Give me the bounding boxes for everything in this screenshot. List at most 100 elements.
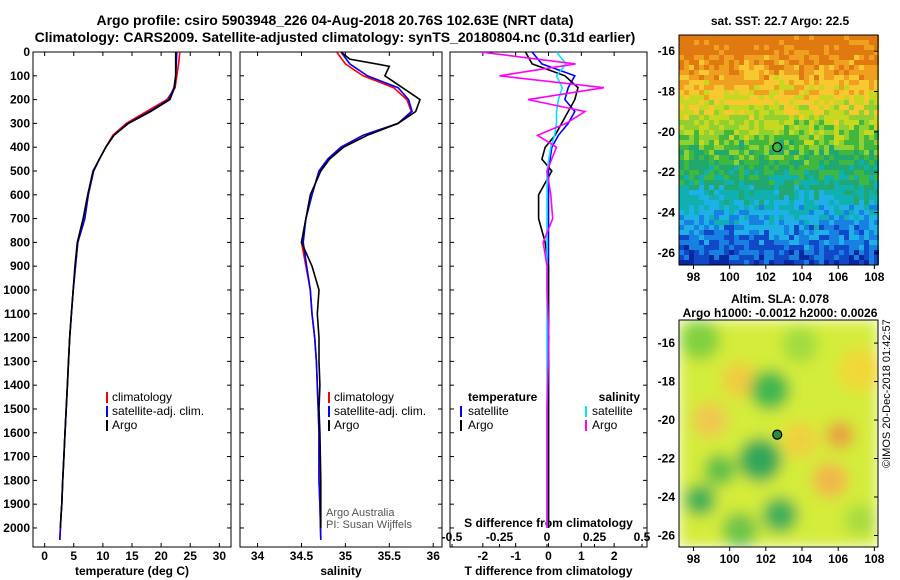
argo-location-marker	[772, 142, 783, 153]
s-legend-heading: salinity	[599, 390, 641, 404]
s-tick-label: 0.25	[583, 530, 607, 544]
map-y-tick-label: -20	[658, 125, 676, 139]
x-tick-label: 0	[41, 549, 48, 563]
y-tick-label: 1600	[3, 426, 30, 440]
map-y-tick-label: -16	[658, 336, 676, 350]
map-x-tick-label: 100	[720, 270, 740, 284]
x-tick-label: -2	[477, 549, 488, 563]
legend-label: satellite-adj. clim.	[112, 404, 204, 418]
map-y-tick-label: -20	[658, 413, 676, 427]
map-x-tick-label: 100	[720, 552, 740, 566]
sla-map-title-1: Altim. SLA: 0.078	[730, 292, 830, 306]
x-tick-label: 5	[70, 549, 77, 563]
argo-location-marker	[772, 429, 783, 440]
s-legend-label: satellite	[592, 404, 633, 418]
series-line-s-satellite	[546, 52, 568, 528]
map-x-tick-label: 104	[792, 552, 812, 566]
x-axis-label: T difference from climatology	[464, 564, 632, 578]
y-tick-label: 0	[23, 45, 30, 59]
s-tick-label: -0.25	[486, 530, 514, 544]
y-tick-label: 500	[10, 164, 30, 178]
map-y-tick-label: -26	[658, 528, 676, 542]
map-y-tick-label: -22	[658, 165, 676, 179]
series-line-argo	[300, 52, 421, 528]
series-line-climatology	[59, 52, 181, 540]
x-tick-label: 35.5	[378, 549, 402, 563]
sst-map-field	[679, 35, 879, 265]
salinity-annotation: PI: Susan Wijffels	[326, 519, 412, 531]
x-tick-label: 30	[213, 549, 227, 563]
x-tick-label: 2	[611, 549, 618, 563]
y-tick-label: 400	[10, 140, 30, 154]
map-x-tick-label: 108	[864, 270, 884, 284]
series-line-argo	[59, 52, 177, 529]
legend-label: Argo	[112, 418, 138, 432]
y-tick-label: 700	[10, 212, 30, 226]
x-tick-label: 0	[545, 549, 552, 563]
title-line-2: Climatology: CARS2009. Satellite-adjuste…	[34, 29, 636, 45]
salinity-annotation: Argo Australia	[326, 507, 395, 519]
x-tick-label: 10	[96, 549, 110, 563]
salinity-panel-frame	[239, 51, 443, 548]
series-line-satellite-adj-clim-	[302, 52, 414, 540]
t-legend-heading: temperature	[468, 390, 538, 404]
map-y-tick-label: -18	[658, 84, 676, 98]
map-y-tick-label: -18	[658, 375, 676, 389]
y-tick-label: 1700	[3, 450, 30, 464]
x-tick-label: 1	[578, 549, 585, 563]
y-tick-label: 1400	[3, 378, 30, 392]
y-tick-label: 1900	[3, 497, 30, 511]
series-line-s-argo	[480, 52, 605, 528]
x-tick-label: 20	[154, 549, 168, 563]
y-tick-label: 2000	[3, 521, 30, 535]
map-x-tick-label: 104	[792, 270, 812, 284]
y-tick-label: 600	[10, 188, 30, 202]
t-legend-label: satellite	[468, 404, 509, 418]
y-tick-label: 1200	[3, 331, 30, 345]
legend-label: satellite-adj. clim.	[334, 404, 426, 418]
t-legend-label: Argo	[468, 418, 494, 432]
s-tick-label: 0	[544, 530, 551, 544]
y-tick-label: 900	[10, 259, 30, 273]
x-tick-label: 36	[427, 549, 441, 563]
x-tick-label: 34	[251, 549, 265, 563]
s-tick-label: -0.5	[442, 530, 463, 544]
y-tick-label: 1800	[3, 473, 30, 487]
map-x-tick-label: 98	[687, 270, 701, 284]
legend-label: climatology	[112, 390, 172, 404]
map-y-tick-label: -16	[658, 44, 676, 58]
title-line-1: Argo profile: csiro 5903948_226 04-Aug-2…	[96, 12, 574, 28]
sst-map-frame	[678, 34, 879, 266]
series-line-satellite-adj-clim-	[59, 52, 178, 540]
sst-map-title: sat. SST: 22.7 Argo: 22.5	[710, 14, 850, 28]
legend-label: climatology	[334, 390, 394, 404]
y-tick-label: 100	[10, 69, 30, 83]
map-x-tick-label: 102	[756, 552, 776, 566]
map-x-tick-label: 102	[756, 270, 776, 284]
x-tick-label: 34.5	[290, 549, 314, 563]
y-tick-label: 300	[10, 116, 30, 130]
map-x-tick-label: 108	[864, 552, 884, 566]
sla-map-frame	[678, 319, 879, 548]
y-tick-label: 1100	[4, 307, 30, 321]
map-y-tick-label: -22	[658, 452, 676, 466]
x-axis-label: salinity	[320, 564, 362, 578]
map-x-tick-label: 106	[828, 270, 848, 284]
series-line-t-argo	[524, 52, 579, 528]
map-x-tick-label: 98	[687, 552, 701, 566]
y-tick-label: 800	[10, 235, 30, 249]
x-tick-label: 35	[339, 549, 353, 563]
map-y-tick-label: -24	[658, 490, 676, 504]
x-axis-label: temperature (deg C)	[75, 564, 189, 578]
legend-label: Argo	[334, 418, 360, 432]
x-tick-label: -1	[510, 549, 521, 563]
map-x-tick-label: 106	[828, 552, 848, 566]
y-tick-label: 1000	[3, 283, 30, 297]
s-legend-label: Argo	[592, 418, 618, 432]
y-tick-label: 200	[10, 93, 30, 107]
map-y-tick-label: -24	[658, 206, 676, 220]
map-y-tick-label: -26	[658, 246, 676, 260]
series-line-t-satellite	[531, 52, 576, 528]
s-tick-label: 0.5	[634, 530, 651, 544]
